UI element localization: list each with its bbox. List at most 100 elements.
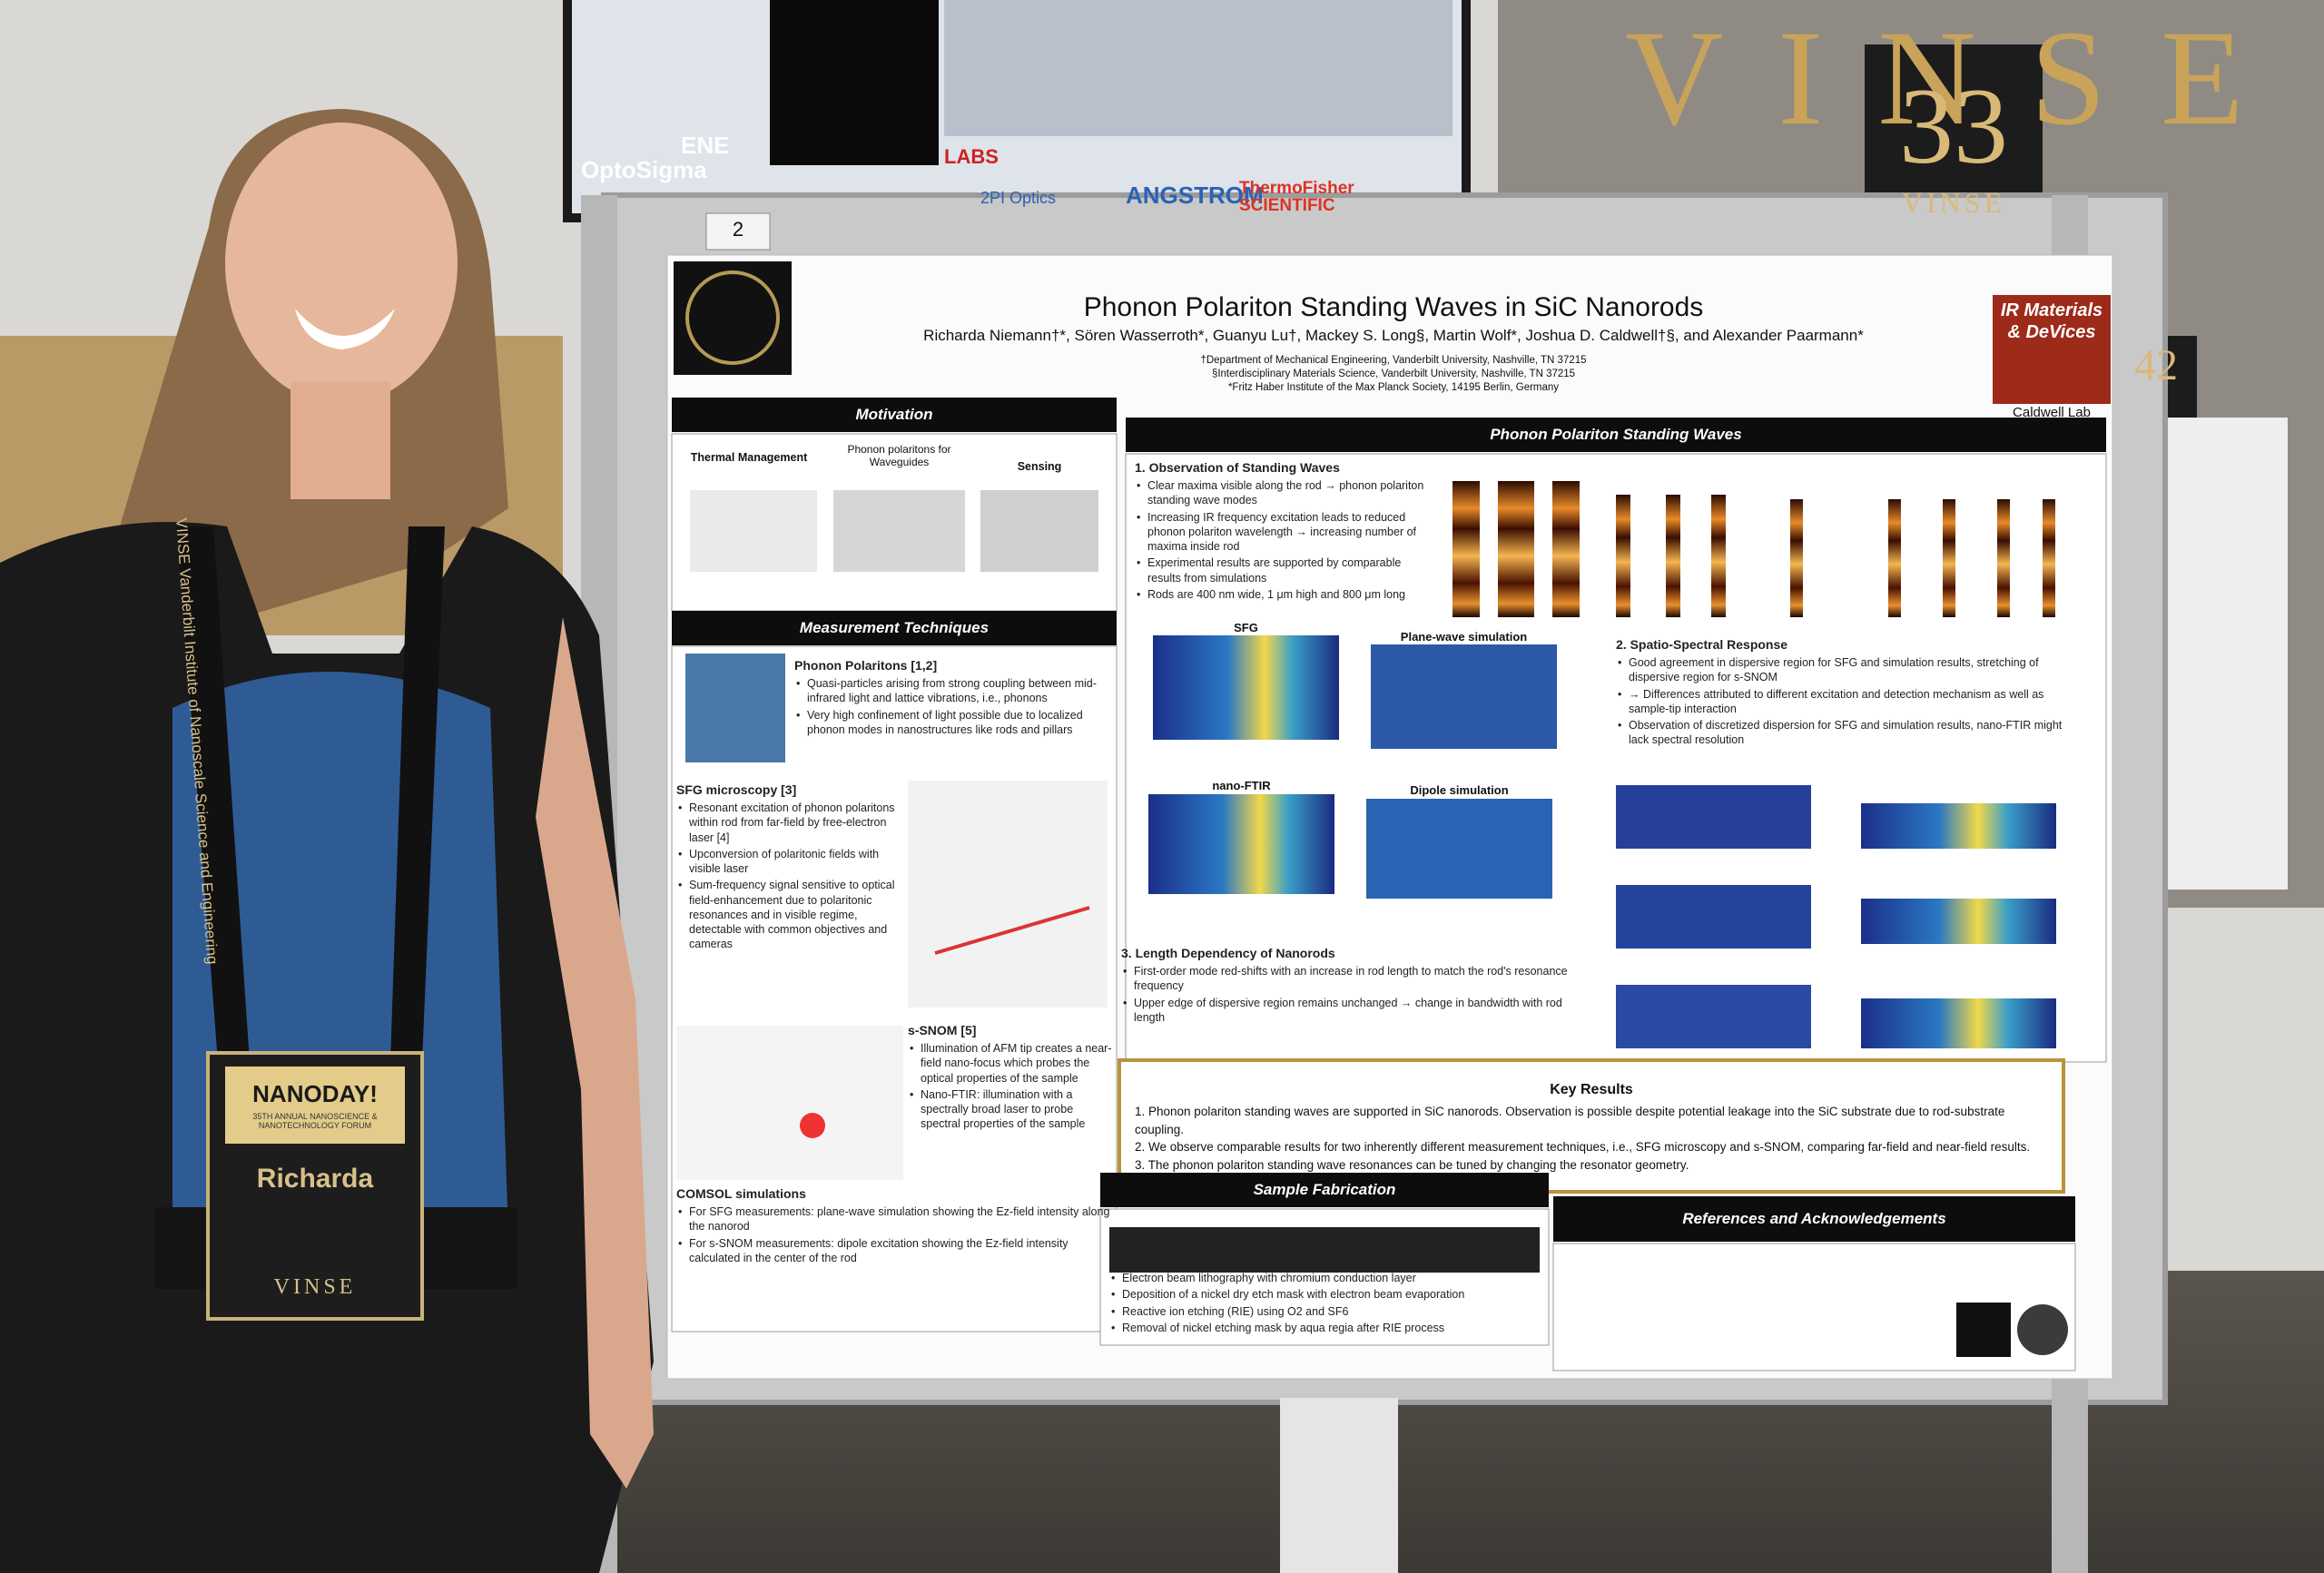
arl-logo	[2017, 1304, 2068, 1355]
section-heading: Measurement Techniques	[672, 611, 1117, 645]
motivation-figure	[980, 490, 1098, 572]
heatmap	[1711, 495, 1726, 617]
panel-title: SFG	[1234, 621, 1258, 634]
key-results-box	[1118, 1058, 2065, 1194]
map	[1861, 803, 2056, 849]
panel-title: Dipole simulation	[1410, 783, 1509, 797]
figure-label: Thermal Management	[690, 451, 808, 464]
badge-subtitle: 35TH ANNUAL NANOSCIENCE & NANOTECHNOLOGY…	[252, 1112, 378, 1130]
screen-window	[770, 0, 939, 165]
screen-brand: ThermoFisher SCIENTIFIC	[1239, 179, 1354, 215]
block-title: 1. Observation of Standing Waves	[1135, 460, 1340, 475]
list-item: Experimental results are supported by co…	[1135, 555, 1434, 585]
panel-title: Plane-wave simulation	[1400, 630, 1528, 644]
list-item: Observation of discretized dispersion fo…	[1616, 718, 2079, 748]
heatmap	[1790, 499, 1803, 617]
list-item: Reactive ion etching (RIE) using O2 and …	[1109, 1304, 1545, 1320]
list-item: Removal of nickel etching mask by aqua r…	[1109, 1321, 1545, 1336]
block-title: Phonon Polaritons [1,2]	[794, 658, 938, 673]
badge-banner	[225, 1067, 405, 1144]
list-item: Illumination of AFM tip creates a near-f…	[908, 1041, 1112, 1086]
lab-logo-text: IR Materials & DeVices	[2000, 300, 2103, 342]
laser-spot	[800, 1113, 825, 1138]
board-number: 2	[732, 218, 744, 241]
arm	[536, 617, 654, 1489]
board-foot	[1280, 1398, 1398, 1573]
screen-brand: ANGSTROM	[1126, 182, 1264, 209]
vinse-logo	[1956, 1303, 2011, 1357]
section-heading: Motivation	[672, 398, 1117, 432]
section-heading: Sample Fabrication	[1100, 1173, 1549, 1207]
screen-image	[944, 0, 1452, 136]
booth-number: 33	[1899, 65, 2008, 186]
snom-figure	[676, 1026, 903, 1180]
heatmap	[1943, 499, 1955, 617]
text-block: 3. Length Dependency of Nanorods First-or…	[1121, 939, 1575, 1027]
badge-name: Richarda	[256, 1164, 374, 1194]
key-results-list: 1. Phonon polariton standing waves are s…	[1135, 1103, 2056, 1174]
lab-name: Caldwell Lab	[2013, 405, 2091, 420]
map	[1616, 885, 1811, 949]
block-title: 3. Length Dependency of Nanorods	[1121, 946, 1335, 960]
list-item: Sum-frequency signal sensitive to optica…	[676, 878, 903, 951]
list-item: First-order mode red-shifts with an incr…	[1121, 964, 1575, 994]
heatmap	[1552, 481, 1580, 617]
university-logo	[674, 261, 792, 375]
block-title: s-SNOM [5]	[908, 1023, 977, 1037]
affiliations: †Department of Mechanical Engineering, V…	[1071, 354, 1716, 395]
text-block: SFG microscopy [3] Resonant excitation of…	[676, 776, 903, 954]
list-item: Very high confinement of light possible …	[794, 708, 1108, 738]
list-item: 2. We observe comparable results for two…	[1135, 1140, 2031, 1155]
spectral-maps	[1148, 635, 2056, 1048]
map	[1371, 644, 1557, 749]
motivation-figure	[833, 490, 965, 572]
list-item: Resonant excitation of phonon polaritons…	[676, 801, 903, 845]
poster-title: Phonon Polariton Standing Waves in SiC N…	[1083, 292, 1704, 322]
list-item: Increasing IR frequency excitation leads…	[1135, 510, 1434, 555]
text-block: s-SNOM [5] Illumination of AFM tip create…	[908, 1017, 1112, 1134]
list-item: Deposition of a nickel dry etch mask wit…	[1109, 1287, 1545, 1303]
map	[1148, 794, 1334, 894]
heatmap	[2043, 499, 2055, 617]
heatmap	[1997, 499, 2010, 617]
badge-event: NANODAY!	[252, 1080, 378, 1107]
face	[225, 123, 458, 404]
text-block: Phonon Polaritons [1,2] Quasi-particles a…	[794, 652, 1108, 739]
badge-org: VINSE	[273, 1275, 357, 1299]
heatmap	[1498, 481, 1534, 617]
board-number-tag	[705, 212, 771, 251]
text-block: COMSOL simulations For SFG measurements: …	[676, 1180, 1112, 1267]
list-item: §Interdisciplinary Materials Science, Va…	[1211, 368, 1576, 379]
list-item: Electron beam lithography with chromium …	[1109, 1271, 1545, 1286]
heatmaps-a	[1452, 481, 2055, 617]
university-seal	[685, 270, 780, 365]
heatmap	[1888, 499, 1901, 617]
list-item: 1. Phonon polariton standing waves are s…	[1135, 1105, 2005, 1136]
list-item: †Department of Mechanical Engineering, V…	[1200, 355, 1587, 366]
motivation-figure	[690, 490, 817, 572]
list-item: Upper edge of dispersive region remains …	[1121, 996, 1575, 1026]
lanyard-left	[177, 526, 250, 1062]
heatmap	[1616, 495, 1630, 617]
map	[1366, 799, 1552, 899]
screen-brand: OptoSigma	[581, 156, 707, 183]
heatmap	[1452, 481, 1480, 617]
text-block: Electron beam lithography with chromium …	[1109, 1271, 1545, 1337]
map	[1616, 985, 1811, 1048]
list-item: Quasi-particles arising from strong coup…	[794, 676, 1108, 706]
map	[1861, 899, 2056, 944]
neck	[290, 381, 390, 499]
lab-logo-box	[1993, 295, 2111, 404]
block-title: SFG microscopy [3]	[676, 782, 797, 797]
block-title: COMSOL simulations	[676, 1186, 806, 1201]
list-item: For SFG measurements: plane-wave simulat…	[676, 1204, 1112, 1234]
text-block: 2. Spatio-Spectral Response Good agreemen…	[1616, 631, 2079, 750]
poster-authors: Richarda Niemann†*, Sören Wasserroth*, G…	[923, 327, 1864, 344]
panel-title: nano-FTIR	[1212, 779, 1271, 792]
list-item: Rods are 400 nm wide, 1 μm high and 800 …	[1135, 587, 1434, 603]
block-title: 2. Spatio-Spectral Response	[1616, 637, 1788, 652]
map	[1616, 785, 1811, 849]
smile	[295, 309, 395, 349]
